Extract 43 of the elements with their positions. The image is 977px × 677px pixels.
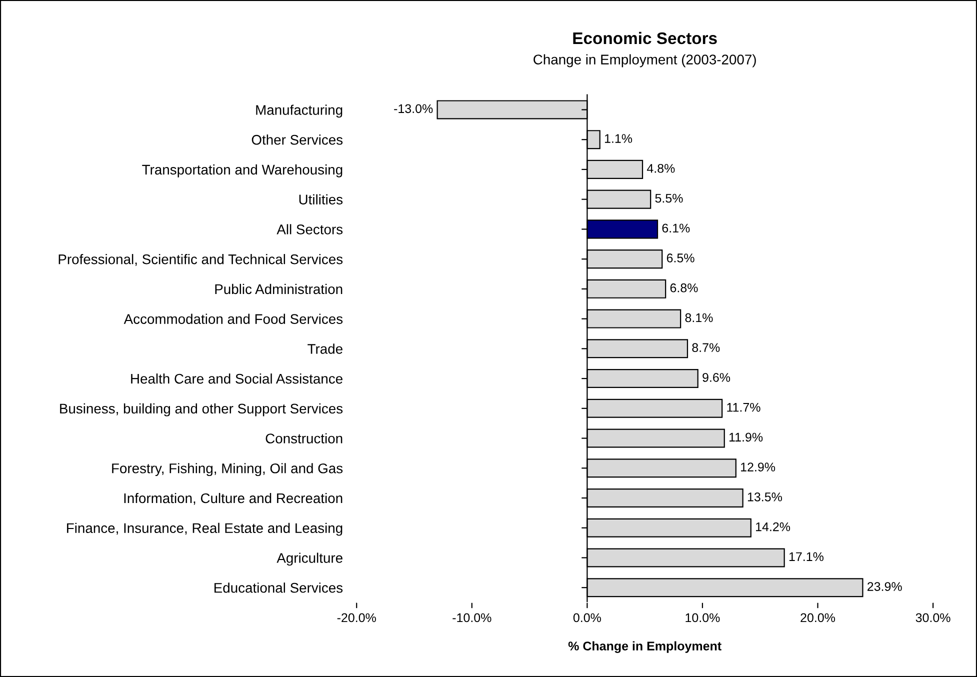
x-tick-label: -20.0% xyxy=(337,613,376,622)
y-tick-label: Professional, Scientific and Technical Services xyxy=(58,254,343,266)
x-axis-title: % Change in Employment xyxy=(568,641,722,653)
y-tick-label: Utilities xyxy=(299,194,343,204)
data-label: 4.8% xyxy=(646,164,675,173)
y-tick-label: Health Care and Social Assistance xyxy=(131,373,342,384)
data-label: -13.0% xyxy=(394,104,433,114)
chart-subtitle: Change in Employment (2003-2007) xyxy=(534,54,756,68)
data-label: 5.5% xyxy=(655,194,683,203)
data-label: 17.1% xyxy=(789,552,824,562)
x-tick-label: 10.0% xyxy=(686,613,720,622)
data-label: 13.5% xyxy=(748,492,782,502)
y-tick-label: Manufacturing xyxy=(256,104,342,118)
y-tick-label: Construction xyxy=(266,433,342,444)
y-tick-label: Agriculture xyxy=(276,552,342,566)
y-tick-label: Accommodation and Food Services xyxy=(124,314,343,324)
y-tick-label: All Sectors xyxy=(276,224,343,234)
data-label: 8.1% xyxy=(685,313,713,322)
x-tick-label: 30.0% xyxy=(916,613,950,622)
data-label: 12.9% xyxy=(741,462,776,472)
y-tick-label: Forestry, Fishing, Mining, Oil and Gas xyxy=(112,463,343,476)
chart-title: Economic Sectors xyxy=(573,32,717,44)
data-label: 23.9% xyxy=(868,582,902,591)
data-label: 9.6% xyxy=(702,373,730,382)
data-label: 11.7% xyxy=(727,402,760,412)
y-tick-label: Other Services xyxy=(252,134,343,145)
data-label: 8.7% xyxy=(692,343,720,352)
y-tick-label: Transportation and Warehousing xyxy=(142,164,342,178)
y-tick-label: Information, Culture and Recreation xyxy=(124,492,342,505)
y-tick-label: Trade xyxy=(308,344,342,354)
y-tick-label: Finance, Insurance, Real Estate and Leasing xyxy=(67,522,342,536)
y-tick-label: Business, building and other Support Services xyxy=(60,403,343,416)
data-label: 6.1% xyxy=(662,224,690,233)
data-label: 11.9% xyxy=(729,432,763,442)
y-tick-label: Educational Services xyxy=(214,582,343,593)
data-label: 6.8% xyxy=(670,283,698,292)
data-label: 6.5% xyxy=(666,254,694,262)
data-label: 14.2% xyxy=(756,522,790,532)
data-label: 1.1% xyxy=(604,134,632,143)
x-tick-label: -10.0% xyxy=(452,613,492,622)
x-tick-label: 0.0% xyxy=(573,613,601,622)
y-tick-label: Public Administration xyxy=(215,284,342,294)
x-tick-label: 20.0% xyxy=(800,613,836,622)
